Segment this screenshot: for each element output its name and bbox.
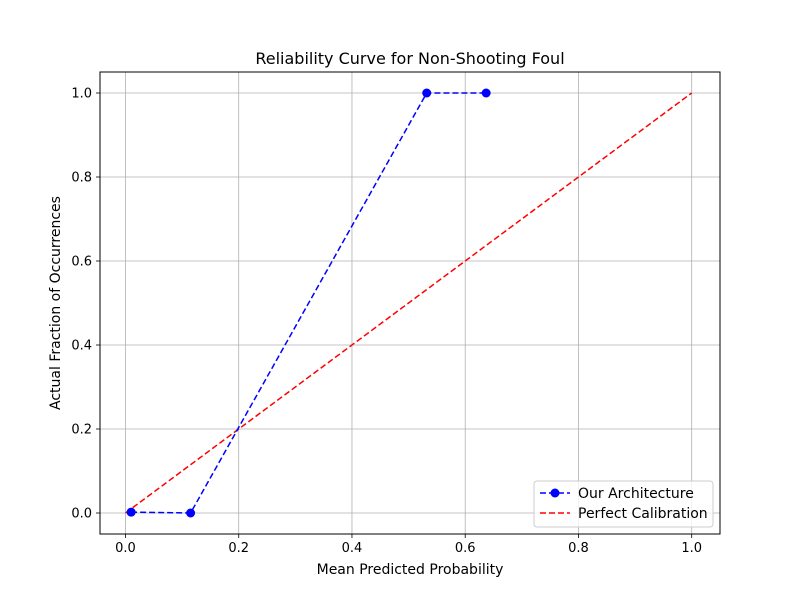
x-tick-label: 0.6 [455,541,476,556]
legend-marker-our-architecture [550,488,560,498]
x-tick-label: 1.0 [681,541,702,556]
x-tick-label: 0.0 [115,541,136,556]
chart-title: Reliability Curve for Non-Shooting Foul [255,49,564,68]
y-tick-label: 0.0 [71,507,92,522]
legend-label-perfect-calibration: Perfect Calibration [578,506,708,522]
x-tick-label: 0.2 [228,541,249,556]
axis-ticks: 0.0 0.2 0.4 0.6 0.8 1.0 0.0 0.2 0.4 0.6 0.8 1.0 [71,87,702,557]
y-tick-label: 1.0 [71,87,92,102]
y-tick-label: 0.6 [71,255,92,270]
legend-box [533,480,714,528]
y-tick-label: 0.8 [71,171,92,186]
x-tick-label: 0.4 [342,541,363,556]
series-line-perfect-calibration [125,92,693,514]
y-tick-label: 0.4 [71,339,92,354]
x-axis-label: Mean Predicted Probability [317,562,504,578]
data-point-our-architecture [186,508,196,518]
data-point-our-architecture [422,88,432,98]
series-layer [125,88,693,518]
grid-lines [100,72,720,534]
legend: Our Architecture Perfect Calibration [533,480,714,528]
plot-frame [99,71,721,535]
data-point-our-architecture [481,88,491,98]
series-line-our-architecture [131,92,487,514]
x-tick-label: 0.8 [568,541,589,556]
y-tick-label: 0.2 [71,423,92,438]
legend-label-our-architecture: Our Architecture [578,486,694,502]
y-axis-label: Actual Fraction of Occurrences [48,196,64,410]
data-point-our-architecture [126,507,136,517]
